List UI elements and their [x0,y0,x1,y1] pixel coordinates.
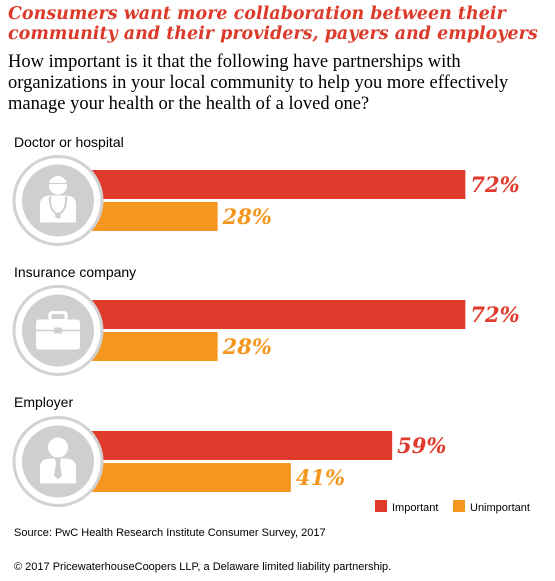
data-label: 72% [470,302,519,327]
data-label: 59% [397,433,446,458]
person-tie-icon [12,416,104,507]
data-label: 72% [470,172,519,197]
data-label: 28% [222,204,272,229]
bar-important-2 [60,431,393,460]
data-label: 28% [222,334,272,359]
briefcase-icon [12,285,104,376]
category-label: Doctor or hospital [14,134,124,150]
chart-title: Consumers want more collaboration betwee… [8,4,538,44]
legend-label-important: Important [392,502,438,514]
bar-important-1 [60,300,466,329]
bar-important-0 [60,170,466,199]
legend-label-unimportant: Unimportant [470,502,530,514]
chart-question: How important is it that the following h… [8,52,509,114]
bar-chart: Doctor or hospital 72% 28% Insurance compan… [12,134,530,514]
category-label: Insurance company [14,264,136,280]
source-note: Source: PwC Health Research Institute Co… [14,527,326,539]
category-label: Employer [14,394,73,410]
legend-swatch-important [375,500,387,512]
doctor-icon [12,155,104,246]
copyright-note: © 2017 PricewaterhouseCoopers LLP, a Del… [14,561,392,573]
legend-swatch-unimportant [453,500,465,512]
data-label: 41% [296,465,345,490]
